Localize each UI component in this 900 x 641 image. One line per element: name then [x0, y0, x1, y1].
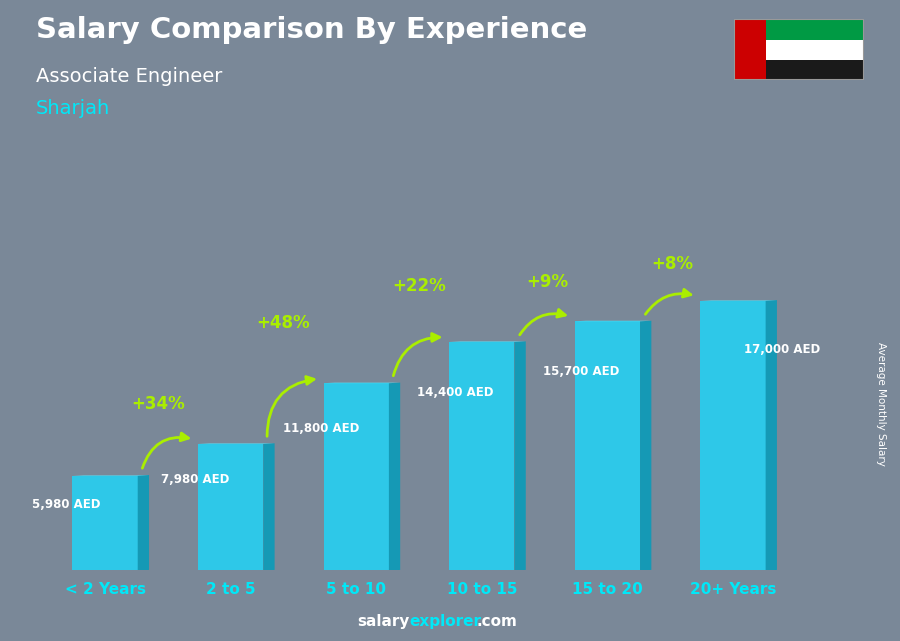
- Text: Associate Engineer: Associate Engineer: [36, 67, 222, 87]
- Polygon shape: [138, 475, 149, 570]
- Text: 11,800 AED: 11,800 AED: [283, 422, 359, 435]
- Text: Average Monthly Salary: Average Monthly Salary: [877, 342, 886, 466]
- Bar: [198, 444, 264, 570]
- Text: explorer: explorer: [410, 615, 482, 629]
- Bar: [734, 19, 864, 40]
- Bar: [72, 476, 138, 570]
- Polygon shape: [766, 300, 777, 570]
- Text: +8%: +8%: [652, 255, 694, 273]
- Text: 17,000 AED: 17,000 AED: [743, 343, 820, 356]
- Text: Salary Comparison By Experience: Salary Comparison By Experience: [36, 16, 587, 44]
- Text: 15,700 AED: 15,700 AED: [543, 365, 619, 378]
- Bar: [734, 60, 864, 80]
- Text: 14,400 AED: 14,400 AED: [418, 386, 494, 399]
- Bar: [734, 40, 864, 60]
- Polygon shape: [389, 383, 400, 570]
- Bar: [575, 321, 640, 570]
- Polygon shape: [264, 444, 274, 570]
- Text: +34%: +34%: [130, 395, 184, 413]
- Bar: [700, 301, 766, 570]
- Text: 7,980 AED: 7,980 AED: [161, 473, 230, 486]
- Polygon shape: [515, 342, 526, 570]
- Text: +48%: +48%: [256, 314, 310, 332]
- Text: salary: salary: [357, 615, 410, 629]
- Bar: [734, 19, 766, 80]
- Text: Sharjah: Sharjah: [36, 99, 110, 119]
- Text: .com: .com: [477, 615, 517, 629]
- Polygon shape: [640, 320, 652, 570]
- Text: +9%: +9%: [526, 272, 568, 290]
- Bar: [449, 342, 515, 570]
- Bar: [324, 383, 389, 570]
- Text: +22%: +22%: [392, 278, 446, 296]
- Text: 5,980 AED: 5,980 AED: [32, 497, 101, 510]
